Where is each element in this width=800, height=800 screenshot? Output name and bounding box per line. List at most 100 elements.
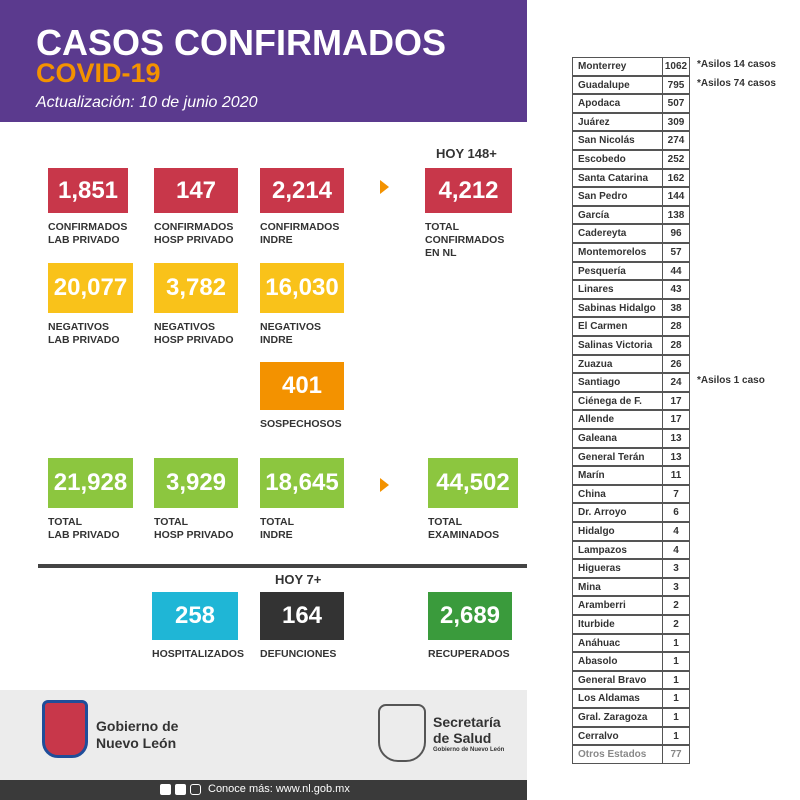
stat-label: SOSPECHOSOS [260, 418, 342, 430]
twitter-icon[interactable] [175, 784, 186, 795]
municipio-cell: Gral. Zaragoza [572, 708, 663, 727]
casos-cell: 96 [662, 224, 690, 243]
stat-label: CONFIRMADOS [260, 221, 340, 233]
municipio-cell: General Bravo [572, 670, 663, 690]
casos-cell: 252 [662, 150, 690, 169]
stat-label: EXAMINADOS [428, 529, 500, 541]
casos-cell: 1 [662, 633, 690, 653]
secretaria-line: Secretaría [433, 714, 501, 730]
stat-label: TOTAL [428, 516, 463, 528]
salud-emblem [378, 704, 426, 762]
casos-cell: 3 [662, 577, 690, 597]
municipio-cell: Anáhuac [572, 633, 663, 653]
municipio-cell: Salinas Victoria [572, 336, 663, 355]
municipio-cell: Zuazua [572, 354, 663, 374]
website-link[interactable]: Conoce más: www.nl.gob.mx [208, 783, 350, 795]
stat-label: INDRE [260, 234, 293, 246]
stat-value: 16,030 [260, 263, 344, 313]
stat-label: TOTAL [260, 516, 295, 528]
municipio-cell: Iturbide [572, 615, 663, 634]
stat-label: NEGATIVOS [154, 321, 216, 333]
casos-cell: 144 [662, 187, 690, 206]
municipio-cell: Allende [572, 410, 663, 429]
municipio-cell: Escobedo [572, 150, 663, 169]
arrow [380, 478, 389, 492]
stat-label: TOTAL [154, 516, 189, 528]
municipio-cell: El Carmen [572, 317, 663, 336]
secretaria-line: de Salud [433, 730, 492, 746]
municipio-cell: San Pedro [572, 187, 663, 206]
stat-value: 18,645 [260, 458, 344, 508]
instagram-icon[interactable] [190, 784, 201, 795]
municipio-cell: Santa Catarina [572, 168, 663, 188]
municipio-cell: Apodaca [572, 94, 663, 113]
stat-value: 164 [260, 592, 344, 640]
municipio-cell: Galeana [572, 429, 663, 448]
municipio-cell: China [572, 484, 663, 504]
facebook-icon[interactable] [160, 784, 171, 795]
casos-cell: 2 [662, 615, 690, 634]
stat-value: 147 [154, 168, 238, 213]
state-emblem [42, 700, 88, 758]
stat-value: 20,077 [48, 263, 133, 313]
header-band [0, 0, 527, 122]
casos-cell: 28 [662, 336, 690, 355]
municipio-cell: Lampazos [572, 540, 663, 560]
casos-cell: 1 [662, 689, 690, 708]
municipio-cell: San Nicolás [572, 131, 663, 150]
casos-cell: 4 [662, 522, 690, 541]
stat-label: CONFIRMADOS [48, 221, 128, 233]
casos-cell: 309 [662, 112, 690, 132]
gobierno-line: Nuevo León [96, 735, 177, 751]
municipio-cell: Hidalgo [572, 522, 663, 541]
casos-cell: 162 [662, 168, 690, 188]
municipio-cell: Sabinas Hidalgo [572, 298, 663, 318]
stat-value: 3,782 [154, 263, 238, 313]
casos-cell: 26 [662, 354, 690, 374]
municipio-cell: General Terán [572, 447, 663, 467]
casos-cell: 1 [662, 708, 690, 727]
municipio-cell: Dr. Arroyo [572, 503, 663, 522]
gobierno-line: Gobierno de [96, 718, 179, 734]
casos-cell: 3 [662, 559, 690, 578]
secretaria-sub: Gobierno de Nuevo León [433, 747, 505, 753]
casos-cell: 7 [662, 484, 690, 504]
secretaria-text: Secretaría de Salud Gobierno de Nuevo León [433, 714, 504, 755]
stat-value: 21,928 [48, 458, 133, 508]
municipio-cell: Cerralvo [572, 726, 663, 746]
stat-label: NEGATIVOS [260, 321, 322, 333]
stat-label: INDRE [260, 334, 293, 346]
asilos-note: *Asilos 1 caso [697, 375, 765, 387]
asilos-note: *Asilos 14 casos [697, 59, 776, 70]
casos-cell: 24 [662, 373, 690, 392]
casos-cell: 507 [662, 94, 690, 113]
divider [38, 564, 527, 568]
stat-label: NEGATIVOS [48, 321, 110, 333]
stat-label: LAB PRIVADO [48, 529, 120, 541]
social-bar [0, 780, 527, 800]
municipio-cell: García [572, 205, 663, 225]
stat-value: 258 [152, 592, 238, 640]
arrow [380, 180, 389, 194]
stat-label: CONFIRMADOS [154, 221, 234, 233]
municipio-cell: Ciénega de F. [572, 391, 663, 411]
gobierno-text: Gobierno de Nuevo León [96, 718, 178, 752]
stat-label: INDRE [260, 529, 293, 541]
title: CASOS CONFIRMADOS [36, 22, 447, 63]
casos-cell: 1 [662, 670, 690, 690]
stat-label: HOSPITALIZADOS [152, 648, 244, 660]
casos-cell: 1 [662, 652, 690, 671]
stat-label: CONFIRMADOS [425, 234, 505, 246]
municipio-cell: Monterrey [572, 57, 663, 76]
municipio-cell: Aramberri [572, 596, 663, 615]
municipio-cell: Marín [572, 466, 663, 485]
today-heading: HOY 7+ [275, 572, 322, 587]
stat-value: 401 [260, 362, 344, 410]
municipio-cell: Cadereyta [572, 224, 663, 243]
casos-cell: 11 [662, 466, 690, 485]
casos-cell: 795 [662, 75, 690, 95]
casos-cell: 17 [662, 410, 690, 429]
casos-cell: 274 [662, 131, 690, 150]
municipio-cell: Juárez [572, 112, 663, 132]
